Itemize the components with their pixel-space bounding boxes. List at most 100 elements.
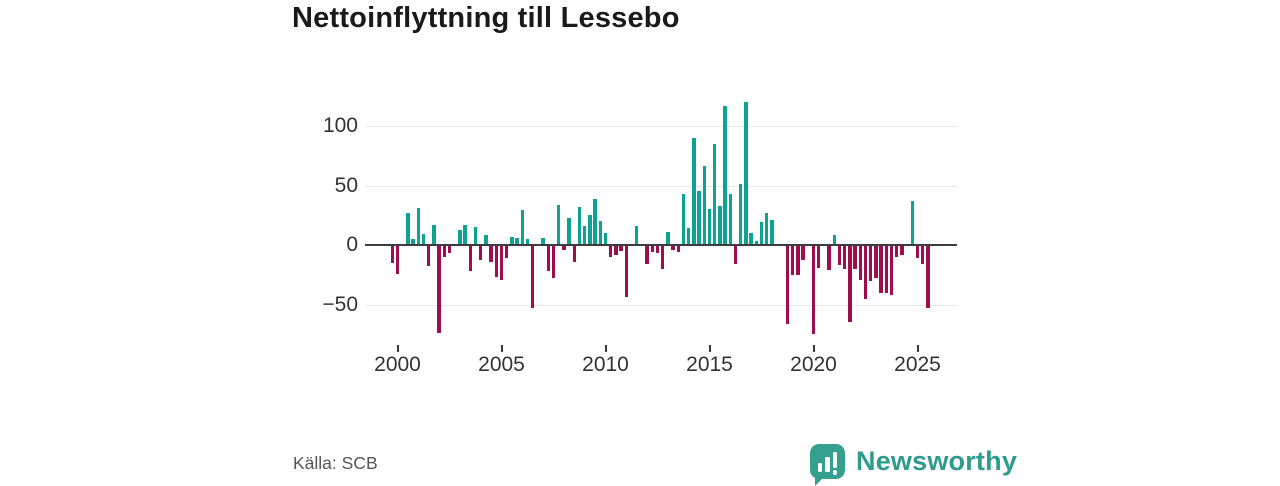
bar	[556, 204, 561, 245]
logo-exclamation-icon	[832, 452, 838, 475]
bar	[567, 217, 571, 245]
bar	[858, 245, 863, 280]
bar	[660, 245, 665, 269]
x-tick-mark	[812, 345, 815, 352]
bar	[593, 198, 597, 245]
y-tick-label: 100	[322, 114, 358, 137]
bar	[915, 245, 920, 259]
bar	[702, 166, 707, 245]
bar	[634, 225, 639, 245]
bar	[442, 245, 447, 257]
bar	[562, 245, 566, 250]
bar	[671, 245, 675, 250]
bar	[416, 208, 421, 245]
bar	[650, 245, 655, 253]
bar	[842, 245, 847, 269]
bar	[796, 245, 800, 275]
source-note: Källa: SCB	[293, 453, 378, 473]
gridline	[365, 185, 957, 187]
bar	[510, 236, 514, 245]
bar	[504, 245, 509, 259]
bar	[525, 239, 530, 245]
x-tick-mark	[500, 345, 503, 352]
bar	[926, 245, 930, 309]
bar	[473, 227, 478, 245]
bar	[790, 245, 795, 275]
bar	[733, 245, 738, 265]
bar	[728, 193, 733, 245]
bar	[645, 245, 649, 265]
bar	[541, 237, 545, 245]
bar	[764, 212, 769, 245]
bar	[655, 245, 660, 254]
newsworthy-logo-icon	[810, 443, 845, 486]
bar	[910, 200, 915, 245]
logo-speech-tail	[815, 476, 824, 486]
bar	[681, 193, 686, 245]
brand-name: Newsworthy	[856, 445, 1018, 476]
bar	[390, 245, 395, 263]
brand-footer: Newsworthy	[810, 442, 1018, 486]
bar	[546, 245, 551, 272]
bar	[666, 231, 670, 245]
x-tick-label: 2000	[374, 353, 421, 376]
bar	[411, 239, 415, 245]
bar	[426, 245, 431, 267]
bar	[738, 184, 743, 245]
bar	[530, 245, 535, 309]
bar	[489, 245, 493, 262]
bar	[572, 245, 577, 262]
bar	[406, 212, 410, 245]
x-tick-label: 2005	[478, 353, 525, 376]
bar	[520, 210, 525, 245]
x-tick-mark	[604, 345, 607, 352]
logo-bar-small-icon	[817, 462, 823, 472]
bar	[816, 245, 821, 268]
bar	[619, 245, 623, 251]
bar	[598, 221, 603, 245]
bar	[463, 224, 467, 245]
logo-bar-tall-icon	[825, 456, 830, 472]
bar	[707, 209, 712, 245]
x-tick-mark	[396, 345, 399, 352]
bar	[894, 245, 899, 257]
bar	[744, 102, 748, 245]
bar	[614, 245, 618, 255]
bar	[692, 137, 696, 245]
bar	[723, 105, 727, 245]
x-tick-label: 2015	[686, 353, 733, 376]
bar	[832, 235, 837, 245]
bar	[468, 245, 473, 272]
bar	[437, 245, 441, 334]
bar	[447, 245, 452, 254]
bar	[884, 245, 889, 293]
bar	[785, 245, 790, 324]
bar	[718, 205, 722, 245]
bar	[749, 233, 753, 245]
zero-baseline	[365, 243, 957, 247]
bar	[827, 245, 831, 270]
bar	[848, 245, 852, 323]
bar	[712, 143, 717, 245]
bar	[577, 206, 582, 245]
y-tick-label: −50	[322, 292, 358, 316]
bar	[770, 220, 774, 245]
bar	[920, 245, 925, 265]
bar	[582, 225, 587, 245]
gridline	[365, 304, 957, 306]
x-tick-label: 2020	[790, 353, 837, 376]
bar	[484, 235, 488, 245]
y-tick-label: 50	[334, 173, 358, 197]
x-tick-mark	[916, 345, 919, 352]
bar	[499, 245, 504, 280]
gridline	[365, 126, 957, 127]
x-tick-label: 2010	[582, 353, 629, 376]
bar	[874, 245, 878, 279]
bar	[676, 245, 681, 253]
bar	[603, 233, 608, 245]
y-tick-label: 0	[346, 233, 358, 256]
bar	[395, 245, 400, 274]
chart-plot-area	[365, 85, 957, 360]
bar	[889, 245, 894, 295]
bar	[801, 245, 805, 261]
